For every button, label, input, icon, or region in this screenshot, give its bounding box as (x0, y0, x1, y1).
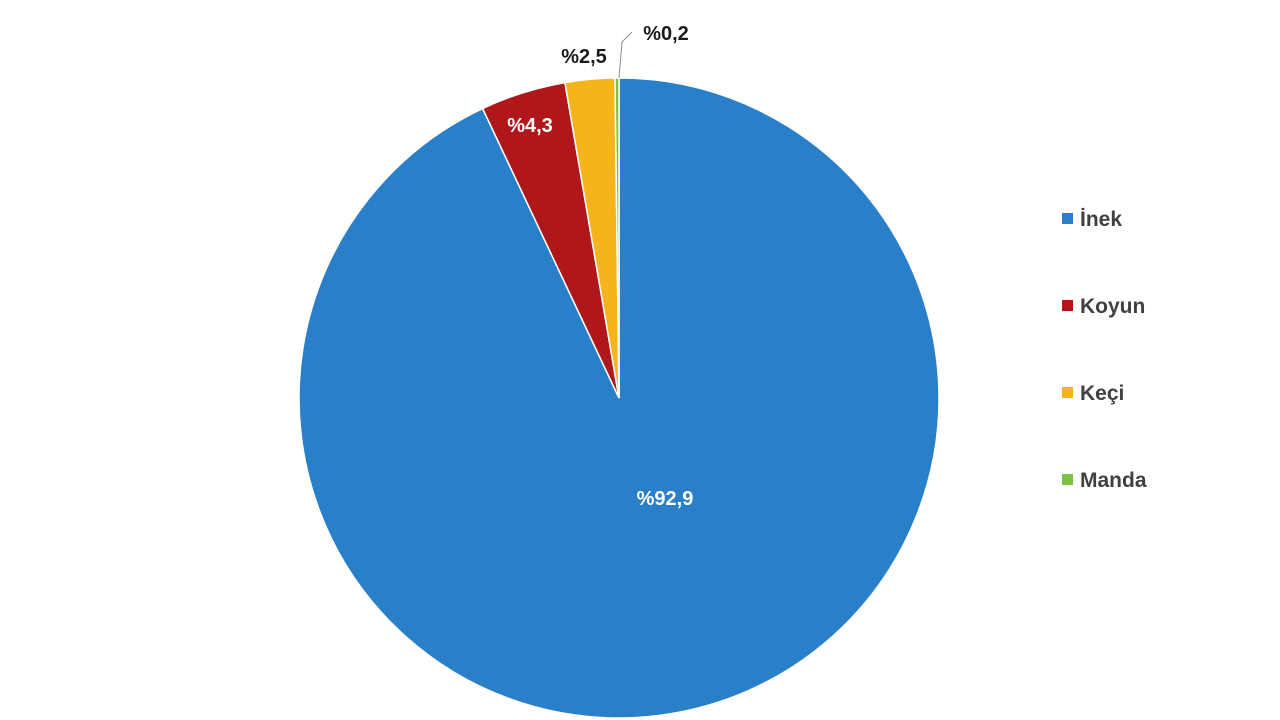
data-labels: %92,9 %4,3 %2,5 %0,2 (507, 23, 693, 510)
data-label-keci: %2,5 (561, 46, 607, 68)
legend-item-i-nek: İnek (1062, 208, 1122, 231)
legend-label-manda: Manda (1080, 469, 1147, 492)
legend-label-keci: Keçi (1080, 382, 1124, 405)
legend-label-i-nek: İnek (1080, 208, 1122, 231)
data-label-koyun: %4,3 (507, 115, 553, 137)
legend-item-keci: Keçi (1062, 382, 1124, 405)
data-label-i-nek: %92,9 (637, 488, 694, 510)
leader-lines (618, 31, 633, 79)
pie-slices (298, 77, 940, 719)
legend-swatch-koyun (1062, 300, 1073, 311)
legend-label-koyun: Koyun (1080, 295, 1145, 318)
legend-swatch-i-nek (1062, 213, 1073, 224)
leader-line-manda (618, 31, 633, 79)
legend-item-manda: Manda (1062, 469, 1147, 492)
pie-slice-manda (614, 77, 620, 399)
legend-swatch-keci (1062, 387, 1073, 398)
legend-swatch-manda (1062, 474, 1073, 485)
legend: İnek Koyun Keçi Manda (1062, 208, 1147, 492)
data-label-manda: %0,2 (643, 23, 689, 45)
legend-item-koyun: Koyun (1062, 295, 1145, 318)
